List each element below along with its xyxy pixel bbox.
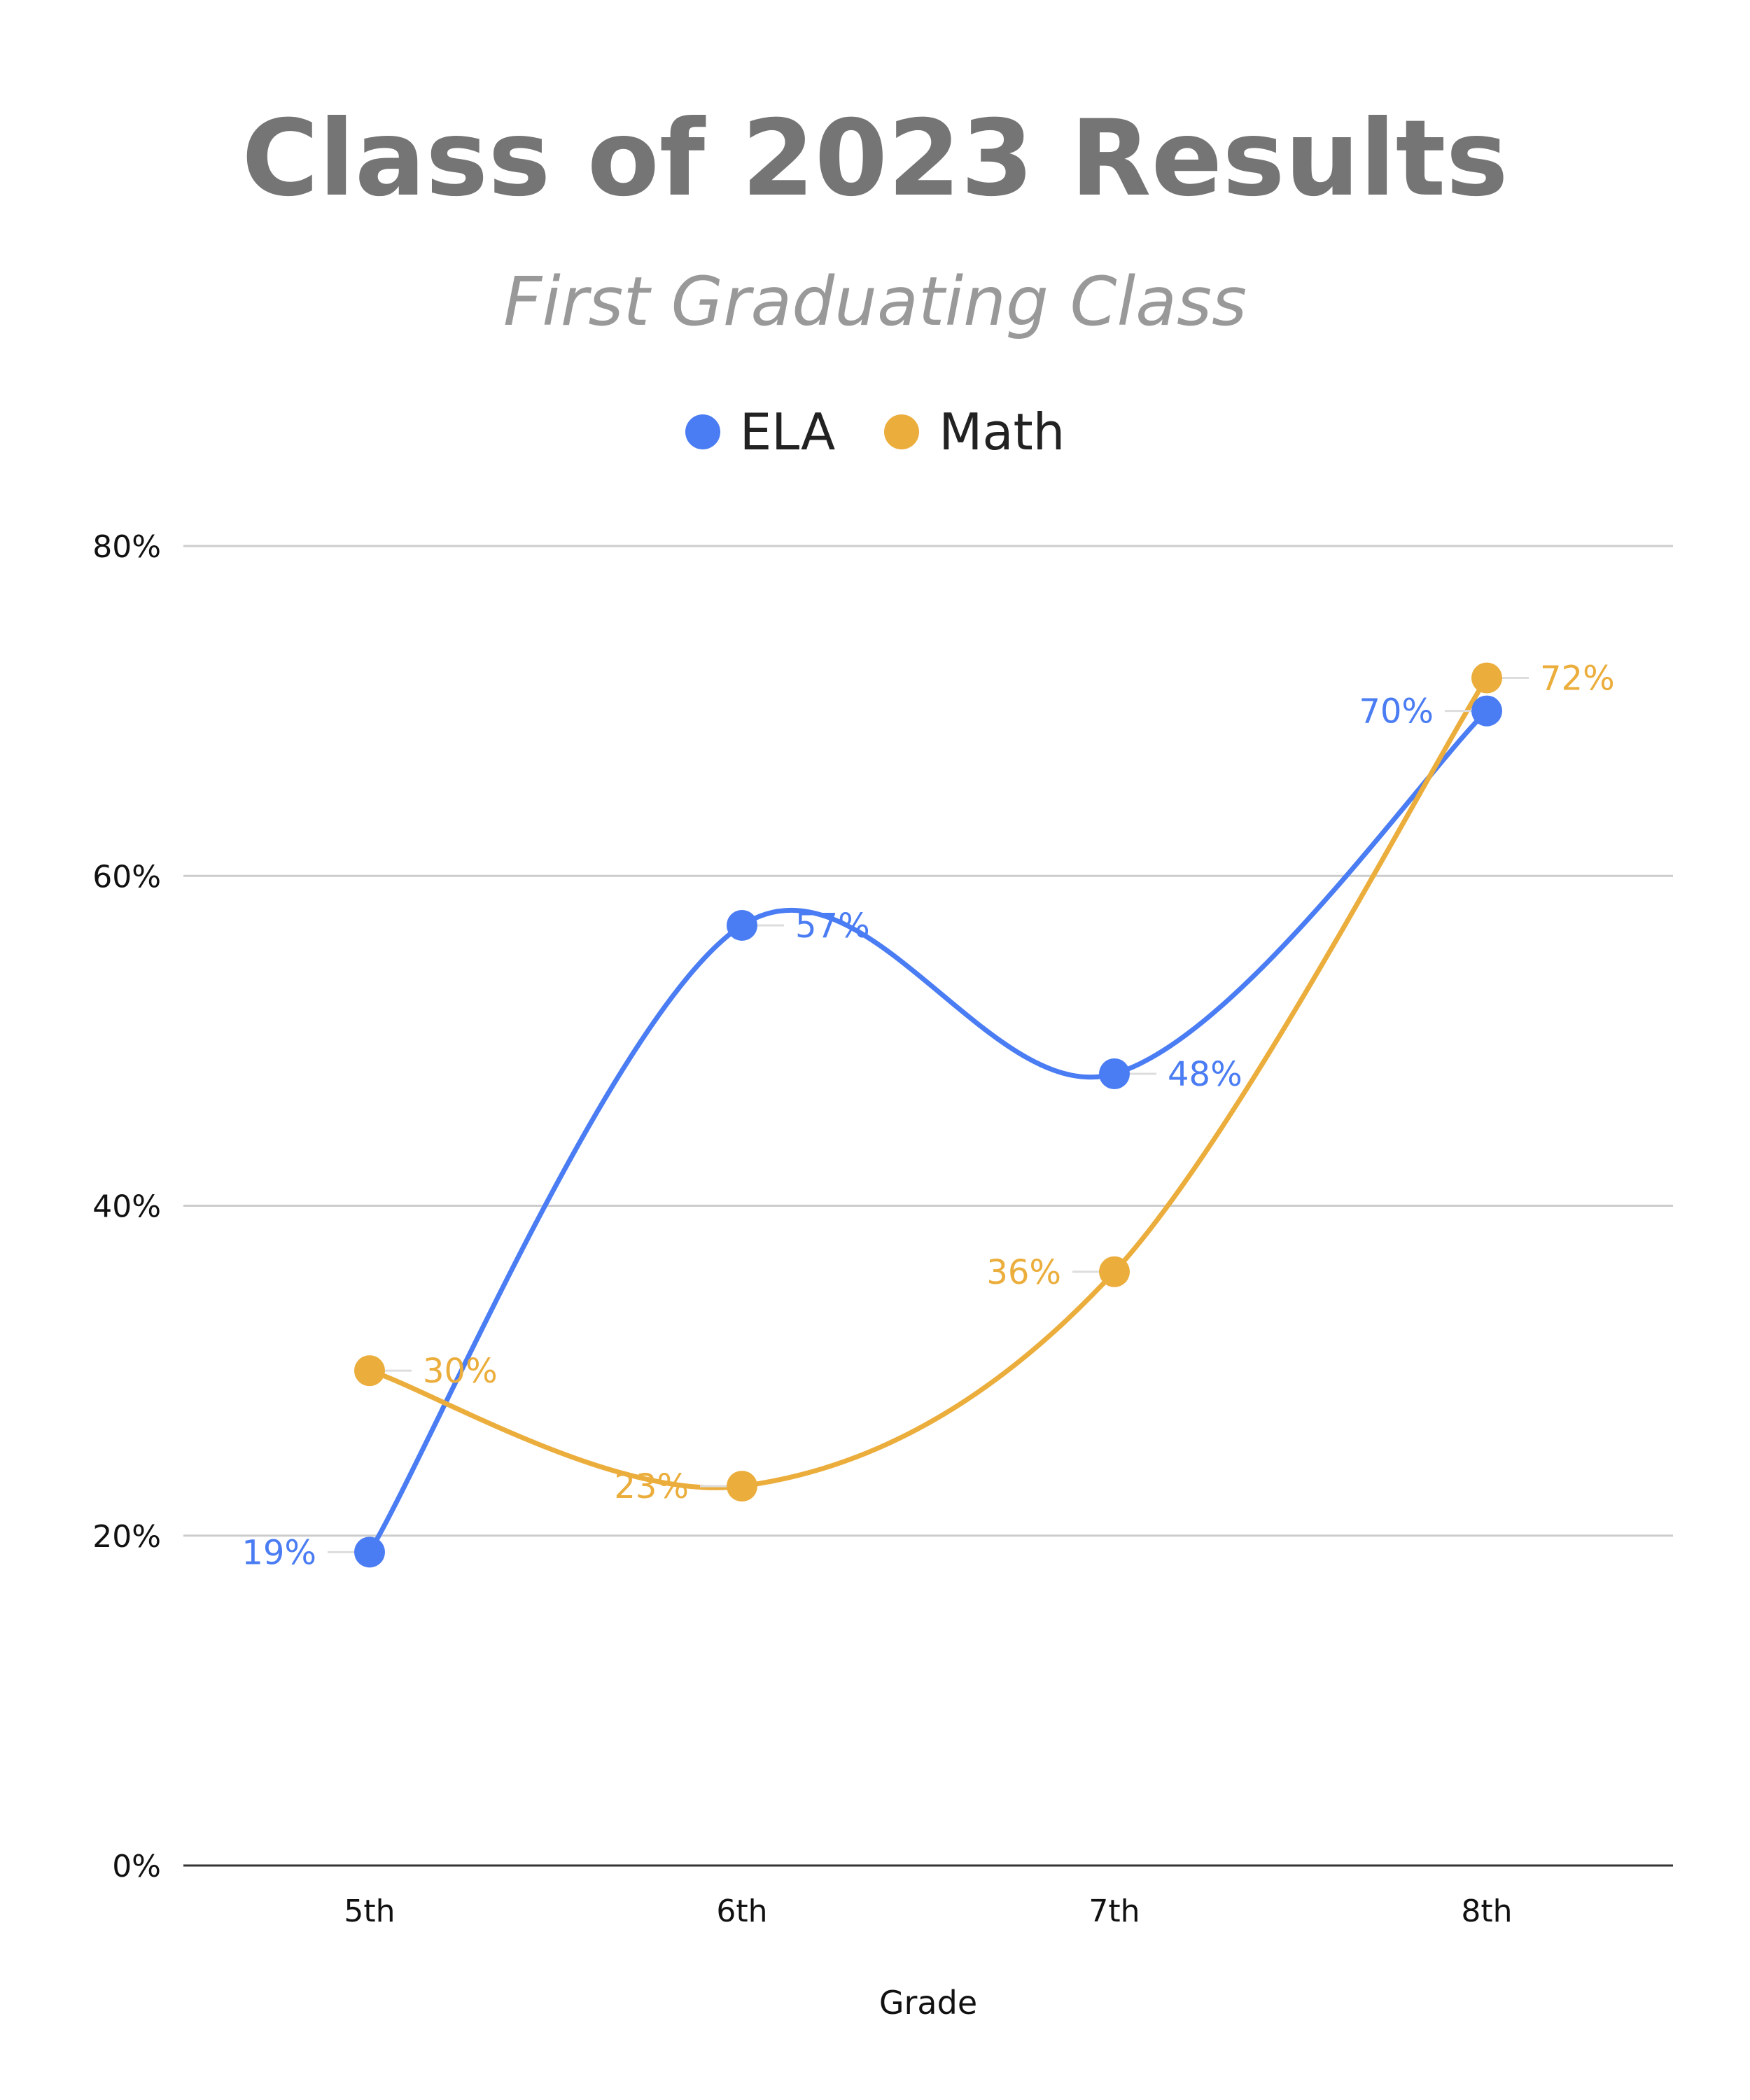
legend-marker-ela bbox=[685, 414, 720, 449]
chart-legend: ELA Math bbox=[0, 402, 1750, 461]
series-points bbox=[354, 662, 1502, 1568]
y-tick-label: 80% bbox=[92, 529, 161, 565]
data-label-math: 72% bbox=[1540, 659, 1615, 699]
data-label-math: 23% bbox=[614, 1467, 689, 1506]
data-point-ela bbox=[354, 1536, 385, 1568]
data-point-ela bbox=[1471, 695, 1502, 727]
x-tick-label: 8th bbox=[1461, 1893, 1512, 1929]
y-tick-label: 0% bbox=[112, 1849, 161, 1884]
chart-subtitle: First Graduating Class bbox=[503, 262, 1247, 341]
data-labels: 19% 57% 48% 70% 30% 23% 36% 72% bbox=[241, 659, 1614, 1573]
data-label-ela: 48% bbox=[1168, 1055, 1242, 1094]
chart-title: Class of 2023 Results bbox=[241, 98, 1508, 220]
x-axis-ticks: 5th 6th 7th 8th bbox=[344, 1893, 1512, 1929]
series-lines bbox=[367, 676, 1490, 1555]
series-line-ela bbox=[367, 708, 1490, 1555]
data-label-math: 30% bbox=[423, 1352, 498, 1391]
y-tick-label: 60% bbox=[92, 859, 161, 895]
data-point-math bbox=[1099, 1256, 1130, 1287]
data-point-ela bbox=[727, 909, 757, 941]
data-point-math bbox=[727, 1471, 757, 1502]
data-point-ela bbox=[1099, 1058, 1130, 1089]
data-label-leaders bbox=[328, 677, 1529, 1553]
data-label-ela: 19% bbox=[241, 1533, 316, 1572]
x-tick-label: 5th bbox=[344, 1893, 395, 1929]
legend-marker-math bbox=[884, 414, 920, 449]
legend-item-ela[interactable]: ELA bbox=[685, 402, 836, 461]
grid-lines bbox=[183, 545, 1673, 1537]
data-point-math bbox=[1471, 662, 1502, 694]
data-point-math bbox=[354, 1355, 385, 1387]
legend-label-ela: ELA bbox=[739, 402, 836, 461]
legend-label-math: Math bbox=[939, 402, 1065, 461]
y-axis-ticks: 0% 20% 40% 60% 80% bbox=[92, 529, 161, 1884]
data-label-ela: 70% bbox=[1359, 692, 1434, 732]
data-label-ela: 57% bbox=[795, 906, 870, 946]
series-line-math bbox=[367, 676, 1490, 1490]
y-tick-label: 20% bbox=[92, 1519, 161, 1555]
y-tick-label: 40% bbox=[92, 1189, 161, 1225]
legend-item-math[interactable]: Math bbox=[884, 402, 1065, 461]
data-label-math: 36% bbox=[986, 1253, 1061, 1292]
x-tick-label: 7th bbox=[1088, 1893, 1140, 1929]
x-axis-title: Grade bbox=[879, 1984, 977, 2022]
x-tick-label: 6th bbox=[716, 1893, 767, 1929]
